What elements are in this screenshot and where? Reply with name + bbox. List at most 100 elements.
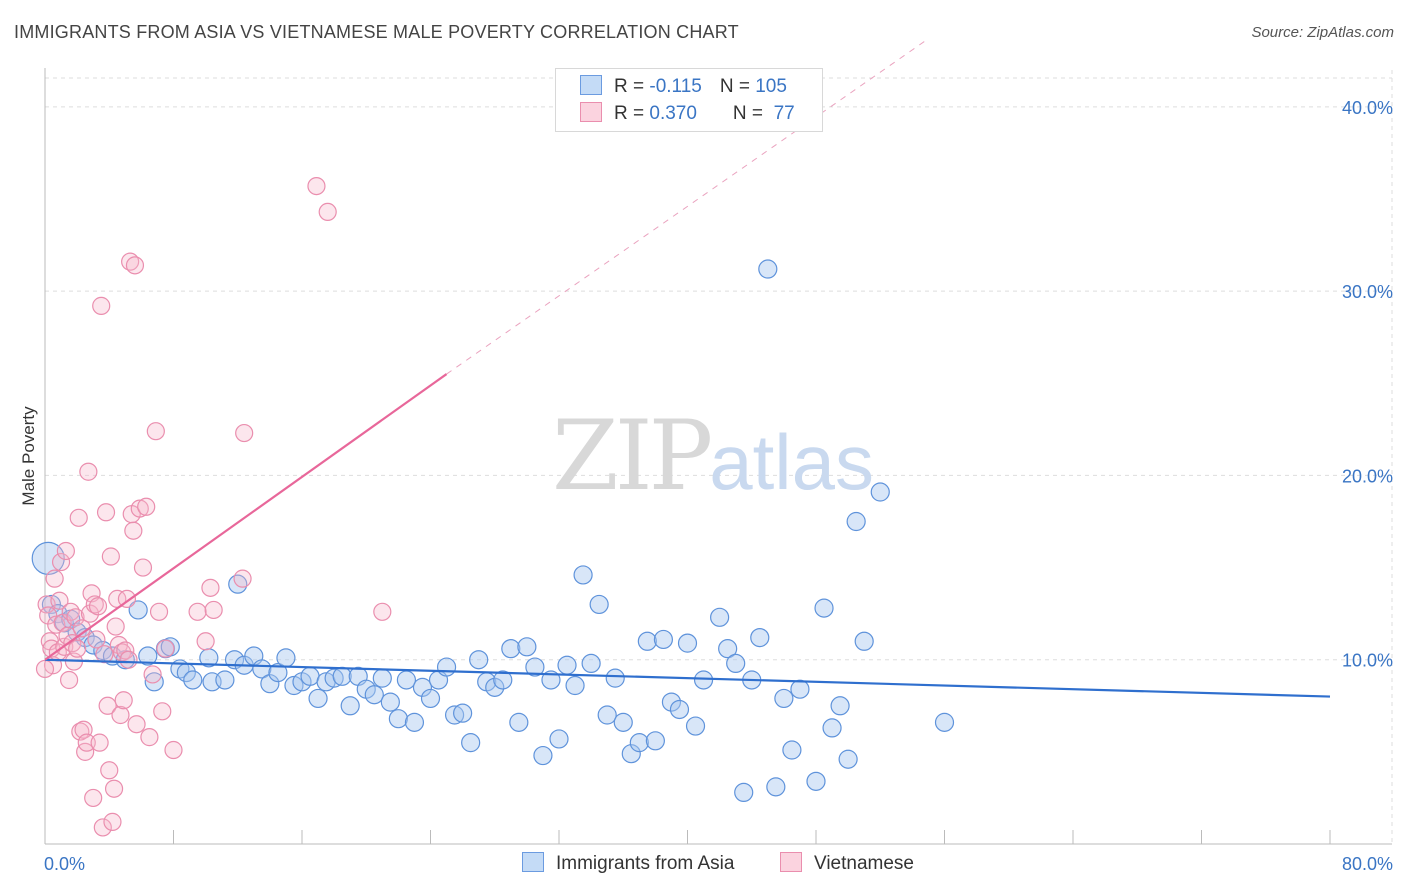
data-point	[340, 696, 360, 716]
data-point	[114, 691, 133, 710]
data-point	[252, 659, 272, 679]
data-point	[276, 648, 296, 668]
legend-r-value: 0.370	[649, 103, 697, 124]
data-point	[119, 650, 138, 669]
data-point	[581, 653, 601, 674]
data-point	[710, 607, 730, 627]
data-point	[101, 547, 120, 566]
series-immigrants-from-asia	[31, 259, 955, 803]
data-point	[233, 569, 252, 588]
data-point	[589, 594, 609, 615]
data-point	[196, 632, 215, 651]
legend-n-label: N =	[719, 76, 756, 97]
data-point	[453, 703, 473, 723]
legend-r-value: -0.115	[649, 76, 702, 97]
data-point	[144, 672, 164, 692]
bottom-legend-swatch-blue	[522, 852, 544, 872]
legend-n-value: 105	[755, 76, 787, 97]
data-point	[92, 296, 111, 315]
x-tick-label: 80.0%	[1342, 854, 1393, 874]
data-point	[573, 565, 593, 585]
data-point	[149, 602, 169, 621]
bottom-legend-label: Vietnamese	[814, 853, 914, 874]
data-point	[685, 716, 706, 736]
data-point	[308, 688, 328, 709]
data-point	[95, 645, 114, 664]
data-point	[156, 639, 175, 658]
data-point	[96, 503, 116, 522]
data-point	[485, 677, 505, 697]
data-point	[228, 574, 248, 594]
data-point	[137, 497, 156, 516]
legend-swatch-blue	[580, 75, 602, 95]
data-point	[84, 788, 103, 808]
legend-r-label: R =	[614, 103, 650, 124]
data-point	[420, 688, 441, 709]
watermark-atlas: atlas	[709, 418, 874, 506]
data-point	[63, 634, 82, 653]
data-point	[45, 569, 64, 588]
source-label: Source: ZipAtlas.com	[1251, 24, 1394, 41]
data-point	[388, 709, 408, 729]
data-point	[88, 597, 108, 616]
grid-lines	[45, 70, 1393, 844]
data-point	[549, 729, 569, 749]
data-point	[934, 712, 955, 732]
data-point	[372, 668, 392, 688]
data-point	[830, 696, 850, 716]
data-point	[661, 692, 682, 712]
data-point	[364, 685, 384, 705]
data-point	[469, 650, 489, 670]
data-point	[106, 617, 125, 636]
bottom-legend-label: Immigrants from Asia	[556, 853, 735, 874]
data-point	[613, 712, 633, 732]
data-point	[104, 779, 124, 798]
data-point	[188, 602, 207, 621]
data-point	[130, 499, 149, 518]
data-point	[669, 699, 690, 720]
data-point	[629, 733, 649, 753]
y-tick-label: 10.0%	[1342, 651, 1393, 671]
y-axis-label: Male Poverty	[19, 406, 38, 506]
data-point	[597, 705, 617, 725]
data-point	[373, 602, 392, 621]
data-point	[183, 670, 203, 690]
data-point	[50, 591, 69, 610]
data-point	[204, 600, 223, 620]
data-point	[734, 782, 754, 803]
data-point	[61, 602, 80, 621]
data-point	[693, 670, 714, 690]
bottom-legend-asia: Immigrants from Asia	[522, 852, 734, 875]
data-point	[501, 639, 521, 659]
trend-line-asia	[44, 658, 1331, 698]
data-point	[127, 715, 146, 734]
data-point	[517, 637, 537, 657]
data-point	[621, 744, 641, 764]
data-point	[461, 733, 481, 753]
data-point	[870, 482, 890, 502]
data-point	[164, 740, 183, 760]
data-point	[79, 462, 98, 481]
y-tick-label: 40.0%	[1342, 98, 1393, 118]
data-point	[90, 733, 109, 752]
trend-lines	[44, 38, 1331, 698]
data-point	[782, 740, 802, 760]
data-point	[68, 639, 87, 658]
data-point	[758, 259, 778, 279]
data-point	[774, 688, 794, 709]
tick-labels: 10.0% 20.0% 30.0% 40.0% 0.0% 80.0%	[44, 98, 1393, 874]
legend-n-value: 77	[768, 103, 795, 124]
data-point	[318, 202, 337, 221]
data-point	[85, 595, 104, 614]
data-point	[215, 670, 235, 690]
data-point	[66, 608, 85, 627]
data-point	[98, 696, 117, 715]
data-point	[138, 646, 158, 666]
data-point	[436, 657, 457, 677]
bottom-legend-swatch-pink	[780, 852, 802, 872]
legend-r-label: R =	[614, 76, 650, 97]
watermark: ZIPatlas	[552, 400, 874, 512]
data-point	[718, 639, 738, 659]
data-point	[814, 598, 834, 618]
